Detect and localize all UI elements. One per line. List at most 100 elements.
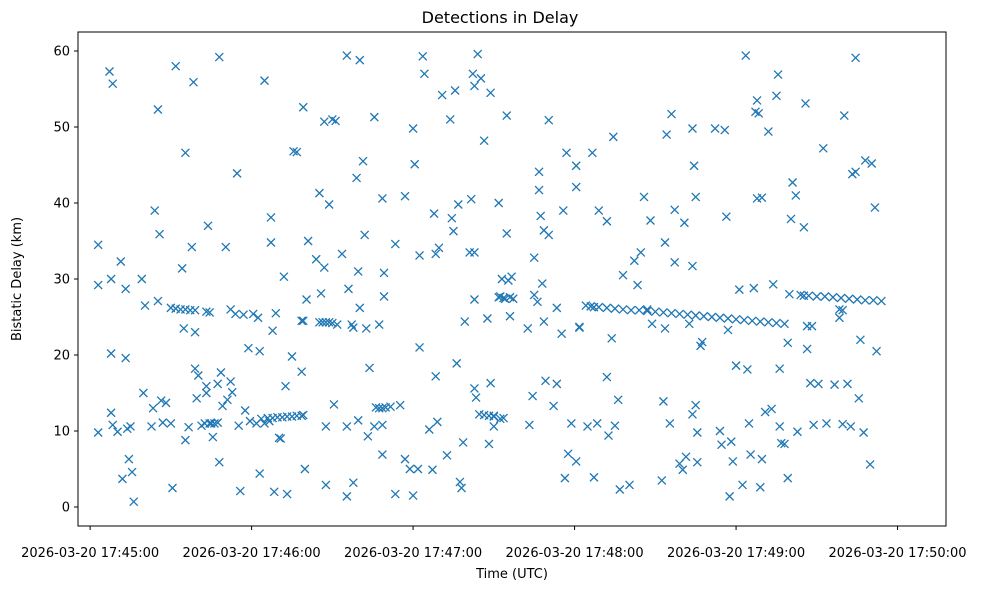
detection-point bbox=[489, 411, 499, 421]
detection-point bbox=[158, 418, 168, 428]
detection-point bbox=[353, 415, 363, 425]
detection-point bbox=[358, 156, 368, 166]
detection-point bbox=[121, 353, 131, 363]
detection-point bbox=[860, 155, 870, 165]
detection-point bbox=[179, 323, 189, 333]
x-tick-label: 2026-03-20 17:46:00 bbox=[183, 546, 321, 561]
detection-point bbox=[201, 307, 211, 317]
detection-point bbox=[699, 311, 709, 321]
detection-point bbox=[214, 52, 224, 62]
detection-point bbox=[408, 491, 418, 501]
detection-point bbox=[707, 312, 717, 322]
detection-point bbox=[458, 437, 468, 447]
y-tick-label: 30 bbox=[53, 273, 70, 288]
detection-point bbox=[710, 124, 720, 133]
detection-point bbox=[755, 317, 765, 327]
detection-point bbox=[150, 206, 160, 216]
detection-point bbox=[502, 228, 512, 238]
detection-point bbox=[720, 125, 730, 135]
detection-point bbox=[106, 274, 116, 284]
detection-point bbox=[445, 114, 455, 124]
detection-point bbox=[184, 422, 194, 432]
detection-point bbox=[495, 414, 505, 424]
detection-point bbox=[428, 465, 437, 475]
detection-point bbox=[476, 73, 486, 83]
detection-point bbox=[201, 381, 211, 391]
x-tick-label: 2026-03-20 17:48:00 bbox=[506, 546, 644, 561]
detection-point bbox=[431, 371, 441, 381]
detection-point bbox=[369, 421, 379, 431]
detection-point bbox=[681, 452, 691, 462]
detection-point bbox=[802, 344, 812, 354]
detection-point bbox=[390, 489, 400, 499]
detection-point bbox=[377, 450, 387, 460]
y-axis-ticks: 0 10 20 30 40 50 60 bbox=[53, 45, 78, 516]
detection-point bbox=[203, 221, 213, 231]
detection-point bbox=[692, 457, 702, 467]
detection-point bbox=[253, 313, 263, 323]
detection-point bbox=[227, 387, 237, 397]
detection-point bbox=[539, 317, 549, 327]
detection-point bbox=[168, 483, 177, 493]
detection-point bbox=[126, 421, 135, 431]
detection-point bbox=[365, 363, 374, 373]
detection-point bbox=[658, 396, 668, 406]
detection-point bbox=[171, 61, 181, 71]
detection-point bbox=[788, 178, 798, 187]
detection-point bbox=[626, 305, 636, 315]
detection-point bbox=[610, 304, 620, 314]
detection-point bbox=[449, 226, 458, 236]
detection-point bbox=[838, 305, 848, 315]
detection-point bbox=[688, 409, 697, 419]
detection-point bbox=[418, 51, 428, 61]
detection-point bbox=[205, 307, 215, 317]
detection-point bbox=[106, 349, 116, 358]
detection-point bbox=[813, 379, 823, 389]
detection-point bbox=[331, 116, 341, 126]
detection-point bbox=[544, 115, 554, 125]
detection-point bbox=[318, 317, 328, 327]
detection-point bbox=[113, 427, 123, 437]
detection-point bbox=[230, 309, 240, 319]
detection-point bbox=[276, 434, 286, 444]
detection-point bbox=[450, 86, 460, 95]
detection-point bbox=[683, 310, 693, 320]
detection-point bbox=[757, 193, 767, 203]
detection-point bbox=[266, 238, 276, 247]
detection-point bbox=[93, 428, 103, 437]
detection-point bbox=[746, 450, 756, 460]
detection-point bbox=[634, 305, 644, 315]
detection-point bbox=[180, 435, 190, 445]
detection-point bbox=[721, 212, 731, 222]
detection-point bbox=[524, 420, 534, 430]
detection-point bbox=[679, 218, 689, 228]
detection-point bbox=[594, 302, 604, 312]
detection-point bbox=[544, 230, 554, 240]
detection-point bbox=[255, 469, 265, 479]
detection-point bbox=[289, 146, 299, 156]
detection-point bbox=[549, 401, 559, 411]
detection-point bbox=[469, 247, 479, 257]
detection-point bbox=[369, 112, 379, 122]
detection-point bbox=[860, 295, 870, 305]
detection-point bbox=[297, 367, 307, 377]
detection-point bbox=[311, 254, 321, 264]
detection-point bbox=[783, 338, 793, 348]
detection-point bbox=[851, 53, 861, 63]
detection-point bbox=[469, 295, 479, 304]
detection-point bbox=[780, 319, 789, 329]
detection-point bbox=[415, 250, 425, 260]
detection-point bbox=[755, 482, 765, 492]
detection-point bbox=[479, 136, 489, 146]
detection-point bbox=[342, 421, 352, 431]
detection-point bbox=[324, 317, 334, 327]
detection-point bbox=[796, 290, 806, 300]
detection-point bbox=[499, 413, 508, 423]
detection-point bbox=[138, 388, 148, 398]
detection-point bbox=[342, 491, 352, 501]
detection-point bbox=[767, 404, 777, 414]
detection-point bbox=[127, 467, 137, 477]
detection-point bbox=[867, 159, 877, 168]
detection-point bbox=[583, 421, 592, 431]
detection-point bbox=[647, 319, 657, 329]
